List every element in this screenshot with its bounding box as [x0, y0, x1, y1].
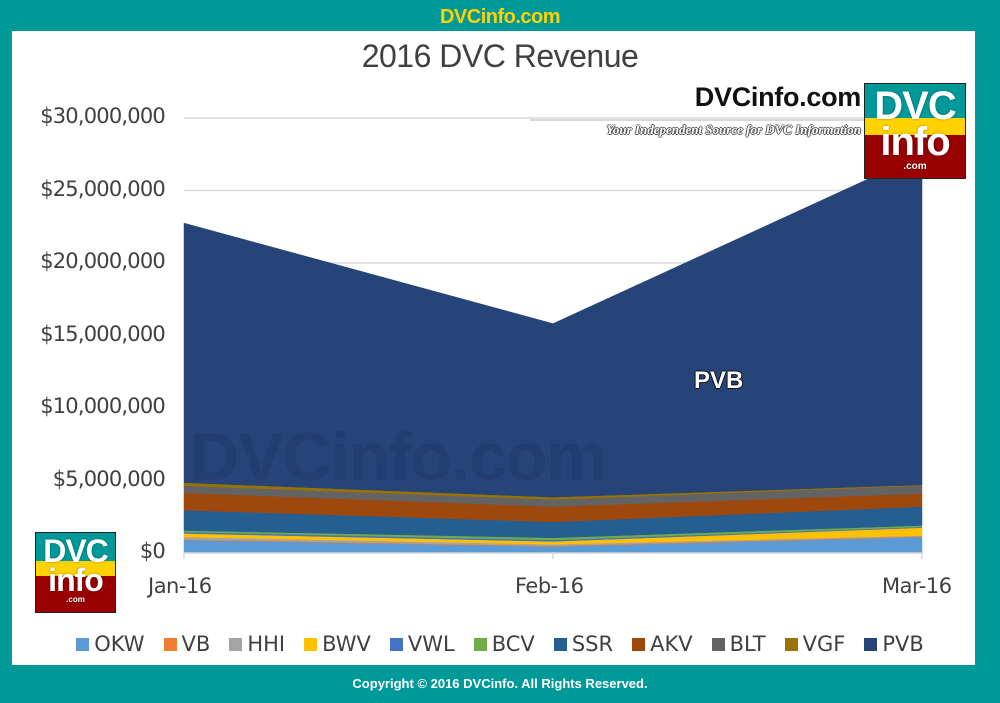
- legend-swatch-icon: [76, 637, 90, 651]
- legend-item-hhi: HHI: [229, 632, 285, 656]
- legend-swatch-icon: [304, 637, 318, 651]
- legend-label: VGF: [802, 632, 846, 656]
- legend-item-vgf: VGF: [784, 632, 846, 656]
- legend-label: VB: [181, 632, 211, 656]
- legend-swatch-icon: [632, 637, 646, 651]
- y-tick-label: $5,000,000: [52, 466, 166, 491]
- area-pvb: [183, 153, 923, 498]
- brand-tagline: Your Independent Source for DVC Informat…: [606, 122, 861, 137]
- copyright-footer: Copyright © 2016 DVCinfo. All Rights Res…: [352, 676, 648, 691]
- legend-item-vb: VB: [163, 632, 211, 656]
- legend-item-vwl: VWL: [389, 632, 455, 656]
- legend-swatch-icon: [711, 637, 725, 651]
- legend-label: BWV: [322, 632, 371, 656]
- legend-label: VWL: [407, 632, 455, 656]
- legend-label: PVB: [882, 632, 924, 656]
- legend-swatch-icon: [473, 637, 487, 651]
- legend-label: SSR: [571, 632, 614, 656]
- x-axis: [183, 552, 923, 559]
- y-tick-label: $15,000,000: [40, 321, 166, 346]
- brand-divider: [530, 119, 865, 121]
- pvb-annotation: PVB: [694, 367, 744, 394]
- brand-name: DVCinfo.com: [694, 82, 862, 112]
- chart-legend: OKW VB HHI BWV VWL BCV SSR AKV BLT VGF PVB: [0, 632, 1000, 656]
- legend-item-blt: BLT: [711, 632, 766, 656]
- y-tick-label: $25,000,000: [40, 176, 166, 201]
- y-tick-label: $10,000,000: [40, 394, 166, 418]
- legend-item-pvb: PVB: [864, 632, 924, 656]
- x-tick-label: Mar-16: [882, 574, 952, 598]
- watermark: DVCinfo.com: [190, 419, 607, 495]
- y-tick-label: $0: [139, 539, 166, 563]
- y-tick-label: $20,000,000: [40, 249, 166, 273]
- legend-item-ssr: SSR: [553, 632, 614, 656]
- chart-title: 2016 DVC Revenue: [361, 38, 639, 74]
- legend-label: OKW: [94, 632, 145, 656]
- legend-label: AKV: [650, 632, 693, 656]
- legend-swatch-icon: [784, 637, 798, 651]
- legend-swatch-icon: [864, 637, 878, 651]
- dvcinfo-logo-small-icon: DVC info .com: [35, 532, 116, 613]
- brand-header: DVCinfo.com Your Independent Source for …: [530, 82, 865, 142]
- dvcinfo-logo-icon: DVC info .com: [864, 83, 966, 179]
- legend-swatch-icon: [553, 637, 567, 651]
- x-tick-label: Feb-16: [515, 574, 584, 598]
- legend-swatch-icon: [229, 637, 243, 651]
- stacked-areas: [183, 153, 923, 554]
- legend-swatch-icon: [389, 637, 403, 651]
- legend-label: BCV: [491, 632, 535, 656]
- site-banner: DVCinfo.com: [439, 6, 561, 28]
- legend-swatch-icon: [163, 637, 177, 651]
- legend-item-akv: AKV: [632, 632, 693, 656]
- legend-label: BLT: [729, 632, 766, 656]
- legend-label: HHI: [247, 632, 286, 656]
- legend-item-okw: OKW: [76, 632, 145, 656]
- y-tick-label: $30,000,000: [40, 104, 166, 128]
- legend-item-bwv: BWV: [304, 632, 371, 656]
- legend-item-bcv: BCV: [473, 632, 535, 656]
- x-tick-label: Jan-16: [148, 574, 212, 598]
